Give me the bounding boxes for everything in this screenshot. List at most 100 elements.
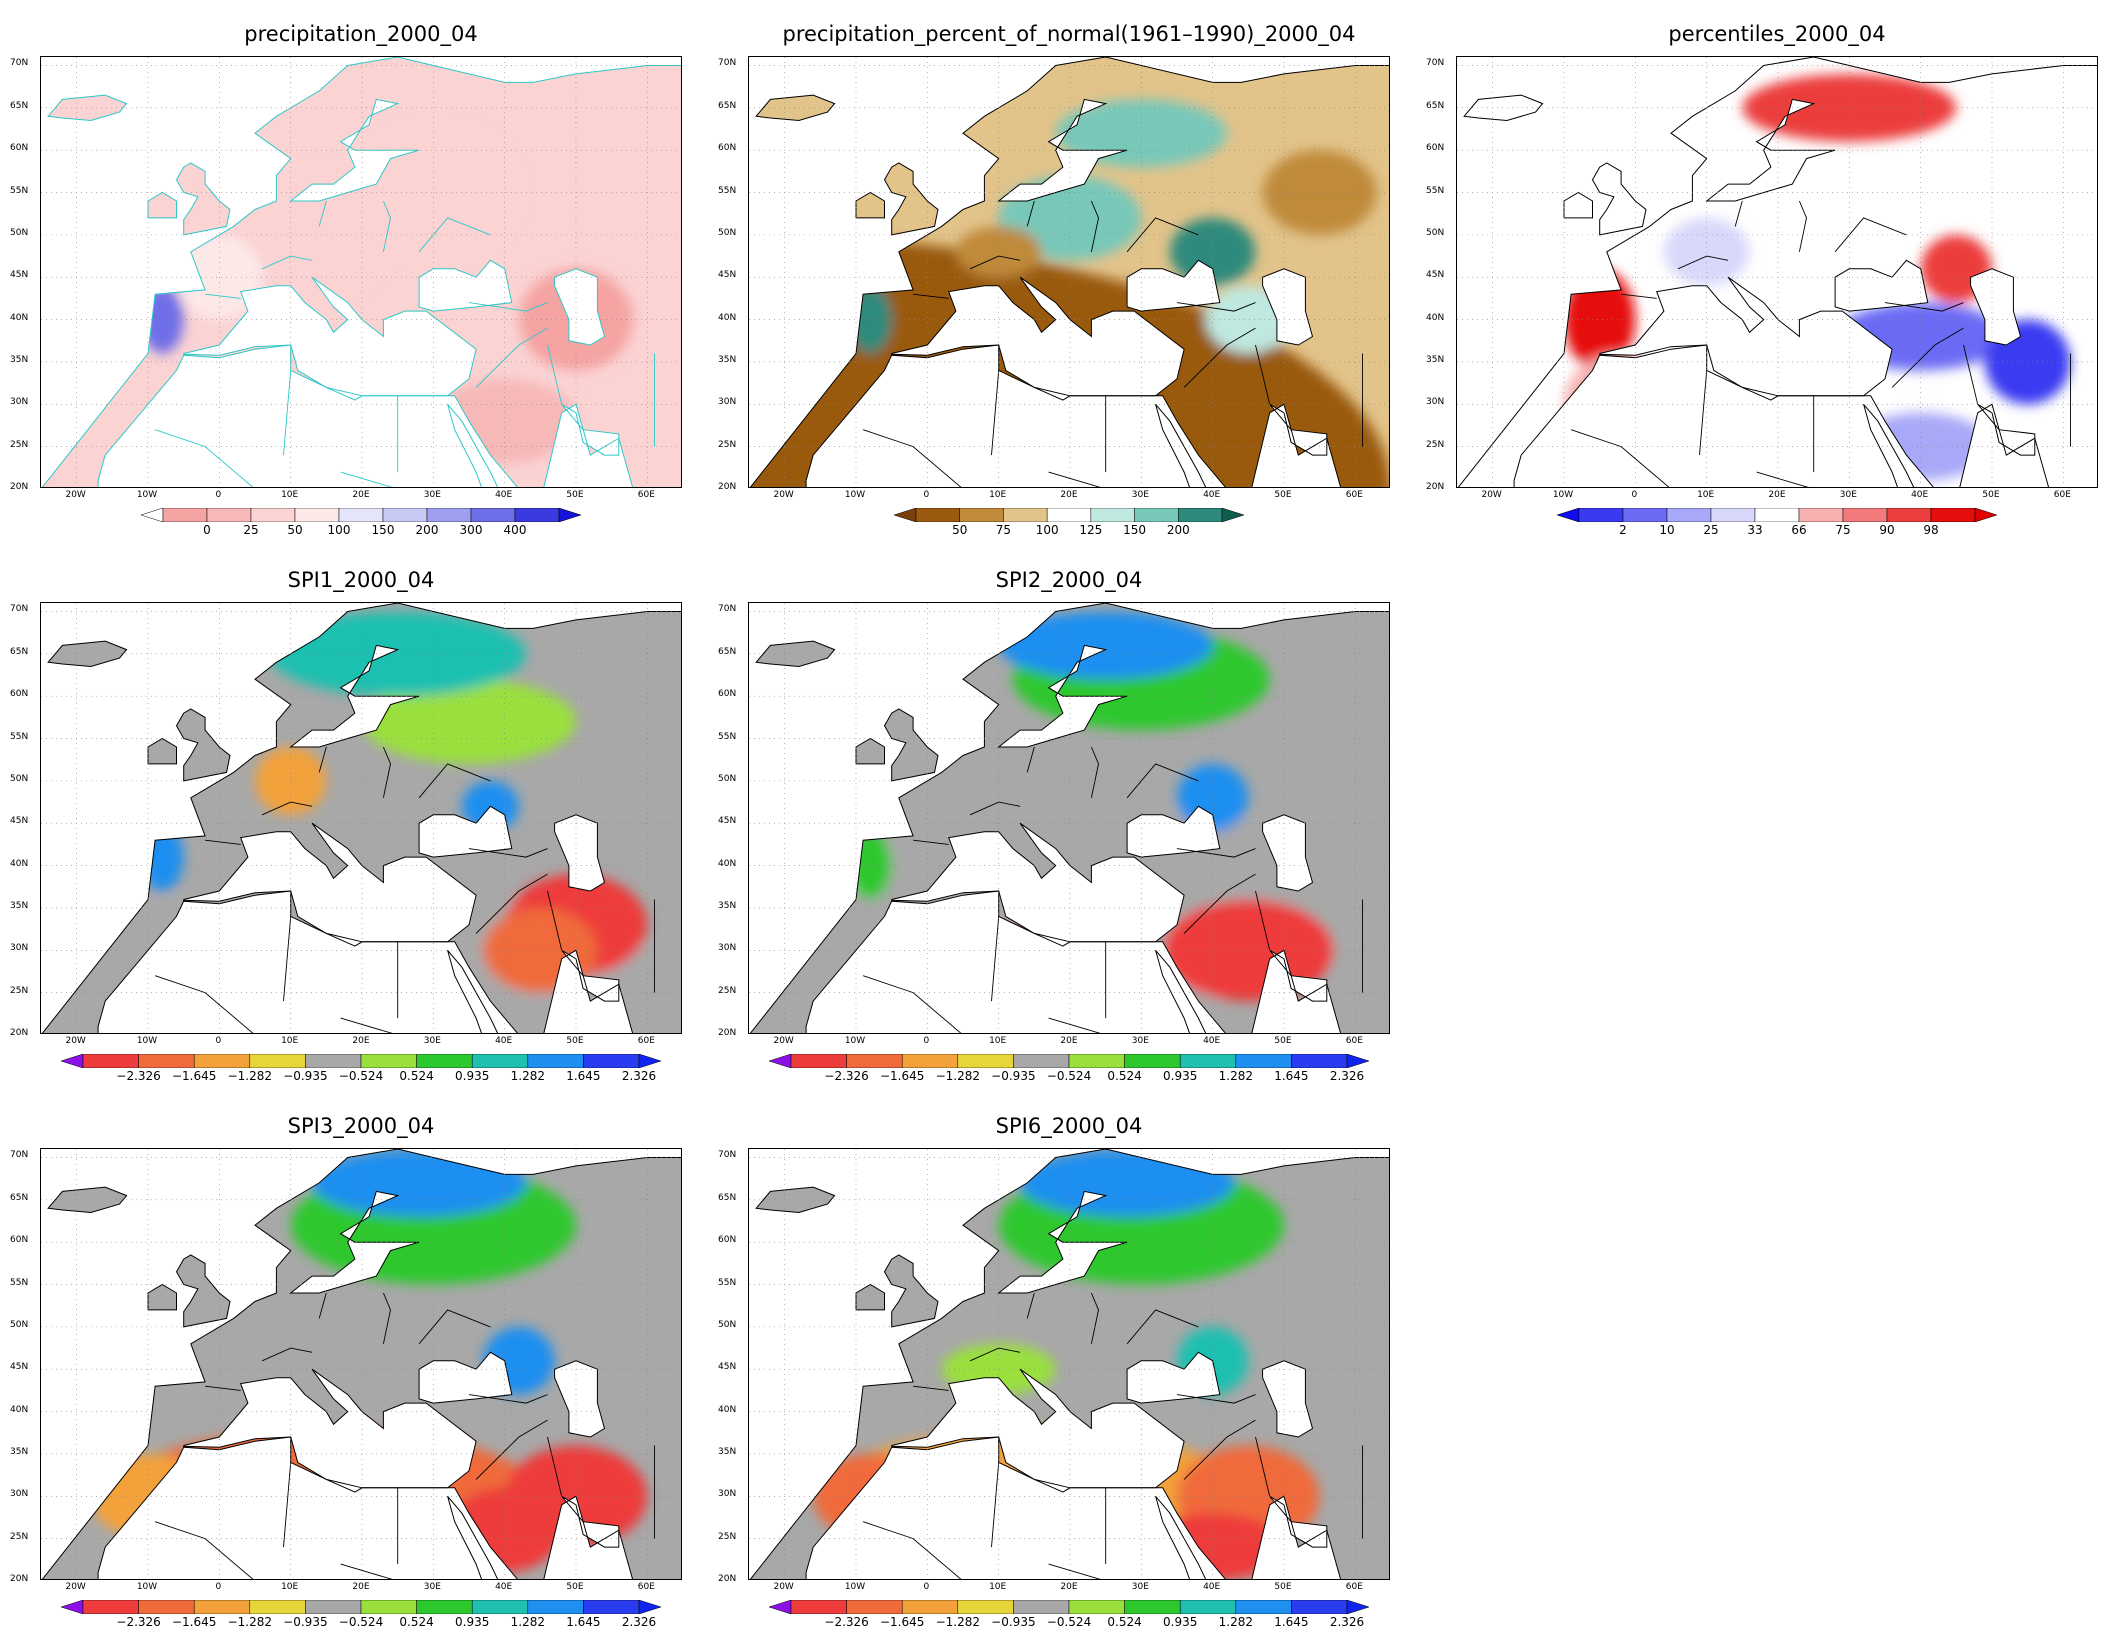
colorbar-label: −0.935 — [991, 1615, 1036, 1629]
lat-tick-label: 60N — [10, 143, 29, 154]
lon-tick-label: 10E — [281, 490, 299, 500]
coastline — [855, 737, 885, 765]
anomaly-region — [848, 831, 892, 900]
country-border — [969, 255, 1021, 270]
lon-tick-label: 60E — [1345, 1582, 1363, 1592]
lat-tick-label: 50N — [718, 227, 737, 238]
colorbar-label: 0.524 — [1107, 1069, 1142, 1083]
country-border — [475, 873, 548, 934]
country-border — [547, 890, 563, 951]
colorbar-label: 75 — [1835, 523, 1851, 537]
colorbar-min-arrow — [61, 1054, 84, 1068]
country-border — [1126, 1309, 1199, 1345]
colorbar-label: 0.935 — [455, 1069, 490, 1083]
colorbar-swatch — [1178, 508, 1223, 522]
coastline — [147, 191, 177, 219]
country-border — [1891, 327, 1964, 388]
sea-area — [891, 823, 1185, 947]
colorbar-swatch — [1124, 1600, 1181, 1614]
country-border — [913, 839, 949, 845]
coastline — [1155, 1495, 1207, 1579]
lon-tick-label: 10W — [136, 1036, 158, 1046]
lon-tick-label: 40E — [1203, 1582, 1221, 1592]
lon-tick-label: 10W — [844, 1036, 866, 1046]
panel-title: SPI2_2000_04 — [995, 568, 1143, 592]
panel-title: percentiles_2000_04 — [1668, 22, 1886, 46]
country-border — [318, 1292, 327, 1319]
country-border — [1884, 302, 1964, 312]
lon-tick-label: 30E — [1131, 490, 1149, 500]
lon-tick-label: 10E — [989, 1036, 1007, 1046]
lat-tick-label: 40N — [718, 312, 737, 323]
colorbar-swatch — [1090, 508, 1135, 522]
lon-tick-label: 20E — [1060, 490, 1078, 500]
sea-area — [447, 950, 498, 1033]
coastline — [997, 98, 1128, 202]
country-border — [547, 344, 563, 405]
colorbar-label: 0.935 — [455, 1615, 490, 1629]
country-border — [154, 1521, 254, 1579]
coastline — [883, 162, 939, 236]
colorbar-swatch — [360, 1054, 417, 1068]
panel-title: SPI1_2000_04 — [287, 568, 435, 592]
coastline — [183, 276, 477, 401]
colorbar — [141, 508, 581, 522]
lat-tick-label: 55N — [718, 1277, 737, 1288]
lat-tick-label: 55N — [718, 731, 737, 742]
lat-tick-label: 60N — [718, 1235, 737, 1246]
country-border — [1183, 1419, 1256, 1480]
colorbar-label: 1.282 — [1218, 1615, 1253, 1629]
colorbar-swatch — [382, 508, 428, 522]
colorbar-label: 50 — [287, 523, 303, 537]
colorbar-label: −0.935 — [991, 1069, 1036, 1083]
anomaly-region — [848, 285, 892, 354]
colorbar-label: 2.326 — [1329, 1069, 1365, 1083]
colorbar-swatch — [527, 1054, 584, 1068]
country-border — [1090, 200, 1099, 252]
country-border — [261, 1347, 313, 1362]
lon-tick-label: 30E — [1839, 490, 1857, 500]
colorbar-max-arrow — [638, 1600, 661, 1614]
panel-title: precipitation_2000_04 — [244, 22, 478, 46]
colorbar-label: 2 — [1619, 523, 1627, 537]
country-border — [154, 429, 254, 487]
lon-tick-label: 20E — [352, 1582, 370, 1592]
country-border — [913, 293, 949, 299]
lat-tick-label: 30N — [10, 397, 29, 408]
lat-tick-label: 40N — [10, 312, 29, 323]
country-border — [340, 471, 393, 487]
sea-area — [183, 277, 477, 401]
country-border — [1048, 471, 1101, 487]
lon-tick-label: 10E — [989, 1582, 1007, 1592]
map-frame — [40, 1148, 682, 1580]
country-border — [475, 327, 548, 388]
lon-tick-label: 20W — [773, 1582, 794, 1592]
lat-tick-label: 45N — [718, 816, 737, 827]
lat-tick-label: 25N — [10, 439, 29, 450]
map-canvas — [1457, 57, 2097, 487]
lat-tick-label: 25N — [10, 1531, 29, 1542]
colorbar-swatch — [82, 1600, 139, 1614]
country-border — [205, 1385, 241, 1391]
colorbar-swatch — [305, 1054, 362, 1068]
sea-area — [1155, 950, 1206, 1033]
lat-tick-label: 55N — [718, 185, 737, 196]
coastline — [175, 708, 231, 782]
coastline — [891, 276, 1185, 401]
sea-area — [447, 404, 498, 487]
lon-tick-label: 10W — [136, 1582, 158, 1592]
colorbar-swatch — [1291, 1600, 1348, 1614]
country-border — [468, 848, 548, 858]
country-border — [1734, 200, 1743, 227]
lat-tick-label: 60N — [1426, 143, 1445, 154]
colorbar-swatch — [1710, 508, 1756, 522]
colorbar-label: 1.282 — [510, 1069, 545, 1083]
map-frame — [40, 56, 682, 488]
map-frame — [748, 56, 1390, 488]
colorbar-label: 90 — [1879, 523, 1895, 537]
country-border — [862, 1521, 962, 1579]
colorbar-swatch — [1124, 1054, 1181, 1068]
lon-tick-label: 60E — [637, 490, 655, 500]
lon-tick-label: 20W — [1481, 490, 1502, 500]
colorbar-swatch — [1068, 1600, 1125, 1614]
